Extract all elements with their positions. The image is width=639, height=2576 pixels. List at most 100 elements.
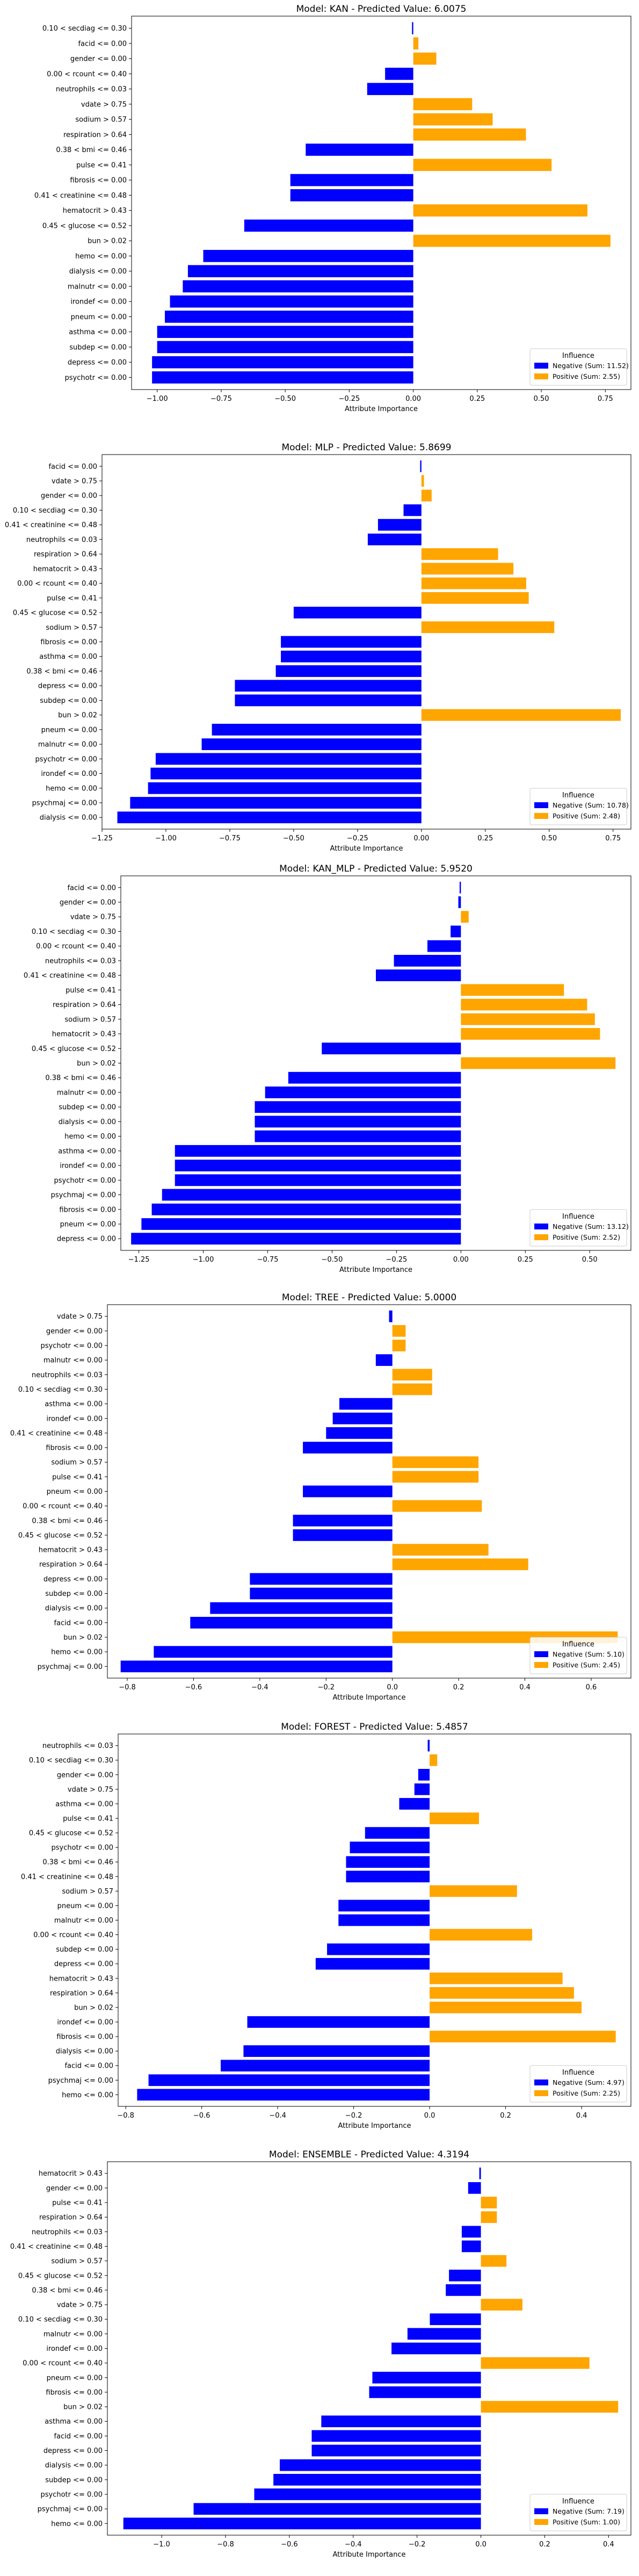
bar [175, 1160, 461, 1171]
bar [430, 1972, 563, 1984]
bar [421, 709, 621, 721]
y-tick-label: hemo <= 0.00 [62, 2091, 113, 2099]
chart-panel: Model: FOREST - Predicted Value: 5.4857 h… [21, 1722, 631, 2130]
legend-title: Influence [562, 1213, 594, 1221]
bar [170, 295, 413, 308]
y-tick-label: sodium > 0.57 [51, 2257, 103, 2265]
y-tick-label: gender <= 0.00 [46, 1327, 103, 1335]
x-axis-label: Attribute Importance [332, 2551, 405, 2559]
y-tick-label: gender <= 0.00 [60, 899, 116, 907]
legend-entry: Negative (Sum: 10.78) [553, 801, 629, 809]
y-tick-label: neutrophils <= 0.03 [26, 536, 97, 544]
bar [290, 189, 413, 202]
bar [131, 1233, 461, 1245]
x-tick-label: 0.50 [534, 395, 549, 403]
x-tick-label: 0.2 [453, 1683, 464, 1692]
y-tick-label: 0.38 < bmi <= 0.46 [42, 1859, 113, 1867]
bar [421, 577, 526, 589]
chart-title: Model: TREE - Predicted Value: 5.0000 [282, 1292, 456, 1303]
y-tick-label: depress <= 0.00 [68, 359, 127, 367]
x-tick-label: 0.2 [539, 2541, 550, 2549]
y-tick-label: 0.45 < glucose <= 0.52 [32, 1045, 116, 1053]
bar [430, 1754, 438, 1766]
legend-swatch [534, 802, 548, 808]
bar [403, 504, 422, 516]
y-tick-label: hematocrit > 0.43 [33, 565, 97, 573]
y-tick-label: psychmaj <= 0.00 [38, 1663, 103, 1671]
x-tick-label: 0.4 [576, 2112, 587, 2120]
legend-title: Influence [562, 2069, 594, 2077]
bar [449, 2269, 481, 2282]
y-tick-label: pneum <= 0.00 [60, 1220, 116, 1228]
y-tick-label: asthma <= 0.00 [55, 1800, 113, 1808]
y-tick-label: facid <= 0.00 [64, 2062, 113, 2070]
y-tick-label: hematocrit > 0.43 [63, 207, 127, 215]
bar [365, 1827, 430, 1839]
y-tick-label: gender <= 0.00 [70, 55, 127, 63]
bar [413, 128, 526, 141]
bar [392, 1383, 432, 1395]
bar [306, 143, 413, 156]
x-tick-label: 0.75 [605, 834, 621, 843]
y-tick-label: psychmaj <= 0.00 [51, 1191, 116, 1199]
bar [288, 1071, 461, 1084]
chart-title: Model: MLP - Predicted Value: 5.8699 [281, 442, 451, 453]
x-tick-label: −0.8 [117, 2112, 134, 2120]
x-axis-label: Attribute Importance [332, 1694, 405, 1702]
y-tick-label: subdep <= 0.00 [56, 1946, 113, 1954]
x-tick-label: −0.25 [386, 1256, 407, 1264]
bar [255, 1116, 461, 1128]
y-tick-label: irondef <= 0.00 [46, 2345, 103, 2353]
legend-entry: Positive (Sum: 2.52) [553, 1233, 620, 1241]
y-tick-label: 0.41 < creatinine <= 0.48 [10, 1429, 103, 1437]
legend-entry: Positive (Sum: 2.48) [553, 812, 620, 820]
chart-panel: Model: ENSEMBLE - Predicted Value: 4.319… [10, 2149, 631, 2559]
y-tick-label: 0.00 < rcount <= 0.40 [33, 1931, 113, 1939]
y-tick-label: irondef <= 0.00 [46, 1415, 103, 1423]
x-tick-label: −0.2 [317, 1683, 335, 1692]
y-tick-label: vdate > 0.75 [81, 100, 127, 109]
bar [413, 113, 493, 126]
x-tick-label: −0.75 [219, 834, 241, 843]
bar [255, 1101, 461, 1113]
y-tick-label: 0.10 < secdiag <= 0.30 [32, 928, 116, 936]
y-tick-label: gender <= 0.00 [57, 1771, 113, 1779]
bar [247, 2016, 430, 2028]
legend-box [529, 788, 627, 825]
bar [157, 341, 413, 354]
bar [461, 998, 587, 1011]
chart-panel: Model: TREE - Predicted Value: 5.0000 psy… [10, 1292, 631, 1702]
legend-box [529, 2065, 627, 2103]
y-tick-label: 0.00 < rcount <= 0.40 [23, 1502, 103, 1510]
x-tick-label: −0.6 [193, 2112, 210, 2120]
y-tick-label: 0.41 < creatinine <= 0.48 [10, 2243, 103, 2251]
x-tick-label: 0.4 [519, 1683, 531, 1692]
y-tick-label: neutrophils <= 0.03 [45, 957, 116, 965]
bar [187, 265, 413, 277]
y-tick-label: gender <= 0.00 [41, 492, 97, 500]
y-tick-label: sodium > 0.57 [51, 1459, 103, 1467]
bar [190, 1616, 393, 1629]
y-tick-label: hemo <= 0.00 [75, 253, 127, 261]
x-tick-label: 0.0 [475, 2541, 486, 2549]
y-tick-label: respiration > 0.64 [63, 131, 127, 139]
y-tick-label: subdep <= 0.00 [45, 1590, 103, 1598]
y-tick-label: subdep <= 0.00 [59, 1104, 116, 1112]
bar [273, 2473, 481, 2486]
bar [130, 797, 422, 809]
x-tick-label: −0.2 [345, 2112, 362, 2120]
x-tick-label: −1.00 [155, 834, 177, 843]
y-tick-label: irondef <= 0.00 [41, 770, 97, 778]
bar [430, 1929, 533, 1941]
legend-title: Influence [562, 791, 594, 800]
bar [243, 2045, 430, 2057]
bar [350, 1841, 430, 1853]
x-tick-label: 0.25 [469, 395, 485, 403]
y-tick-label: sodium > 0.57 [46, 624, 97, 632]
y-tick-label: malnutr <= 0.00 [38, 741, 97, 749]
y-tick-label: 0.41 < creatinine <= 0.48 [21, 1873, 113, 1881]
bar [212, 723, 422, 736]
bar [281, 650, 422, 663]
x-tick-label: 0.00 [405, 395, 421, 403]
x-tick-label: 0.4 [603, 2541, 614, 2549]
